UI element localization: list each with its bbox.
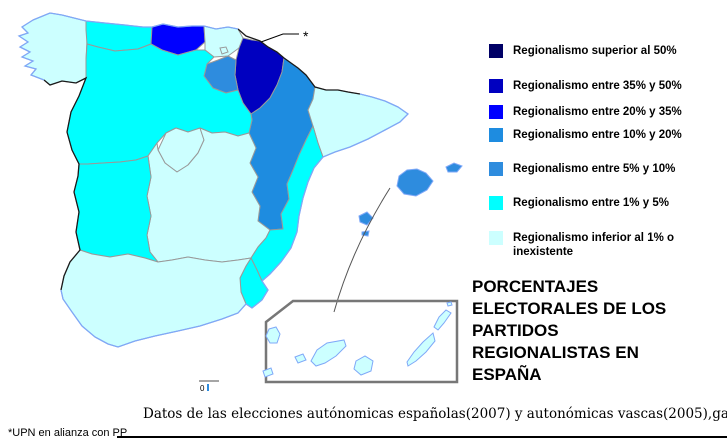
scale-tick (207, 384, 209, 391)
legend-label: Regionalismo entre 5% y 10% (513, 163, 676, 175)
coastline-mediterranean (60, 93, 410, 348)
legend-swatch-5-10 (489, 162, 503, 176)
coastline-galicia-west (17, 19, 45, 81)
meridian-line (333, 187, 391, 313)
island-lanzarote (433, 309, 452, 331)
island-el-hierro (262, 367, 274, 378)
legend-swatch-10-20 (489, 128, 503, 142)
island-tenerife (310, 339, 347, 367)
legend-label: Regionalismo entre 35% y 50% (513, 80, 682, 92)
legend-label: Regionalismo entre 1% y 5% (513, 197, 669, 209)
page-title: PORCENTAJES ELECTORALES DE LOS PARTIDOS … (472, 277, 667, 384)
island-ibiza (358, 211, 374, 226)
region-cataluna (307, 86, 409, 158)
island-islote (446, 301, 453, 307)
legend-label: Regionalismo entre 20% y 35% (513, 106, 682, 118)
legend-label: Regionalismo inferior al 1% o inexistent… (513, 232, 675, 258)
data-source-caption: Datos de las elecciones autónomicas espa… (143, 406, 727, 422)
island-la-gomera (294, 353, 307, 364)
legend-swatch-1-5 (489, 196, 503, 210)
region-extremadura (73, 155, 159, 263)
spain-choropleth-map: * 0 (17, 12, 463, 393)
legend-swatch-inferior-1 (489, 231, 503, 245)
canary-inset-box (264, 299, 459, 384)
upn-footnote: *UPN en alianza con PP (8, 427, 128, 439)
island-la-palma (265, 326, 281, 344)
asterisk-annotation: * (303, 28, 309, 44)
island-gran-canaria (353, 355, 374, 376)
legend-swatch-superior-50 (489, 44, 503, 58)
island-menorca (445, 162, 463, 173)
trevino-enclave (219, 46, 229, 55)
border-portugal (43, 76, 88, 291)
legend-swatch-35-50 (489, 79, 503, 93)
border-france (237, 28, 361, 95)
asterisk-pointer-line (260, 33, 299, 43)
legend-swatch-20-35 (489, 105, 503, 119)
bottom-divider (117, 436, 727, 438)
scale-zero-label: 0 (200, 384, 205, 393)
island-mallorca (396, 168, 434, 197)
coastline-north (32, 12, 239, 30)
island-fuerteventura (406, 332, 436, 367)
legend-label: Regionalismo superior al 50% (513, 45, 677, 57)
region-galicia (18, 12, 88, 86)
legend-label: Regionalismo entre 10% y 20% (513, 129, 682, 141)
